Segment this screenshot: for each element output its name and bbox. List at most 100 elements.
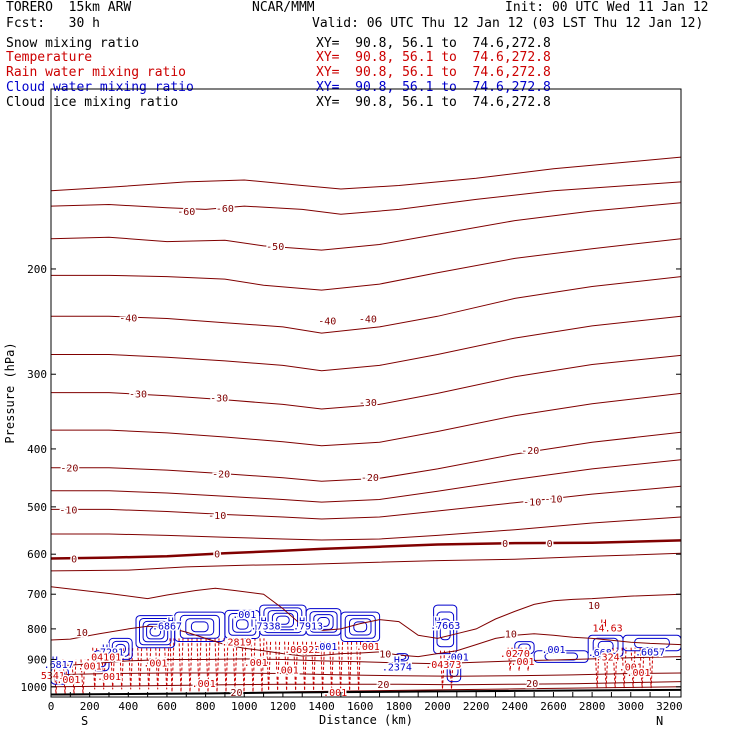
annotation-label: H: [394, 656, 400, 667]
center-name: NCAR/MMM: [252, 0, 315, 15]
valid-time: Valid: 06 UTC Thu 12 Jan 12 (03 LST Thu …: [312, 16, 704, 31]
isotherm-3: [51, 238, 681, 291]
field-xy-temperature: XY= 90.8, 56.1 to 74.6,272.8: [316, 50, 551, 65]
annotation-label: -20: [521, 446, 539, 457]
init-time: Init: 00 UTC Wed 11 Jan 12: [505, 0, 709, 15]
x-tick-label: 600: [157, 700, 177, 713]
y-tick-label: 200: [27, 263, 47, 276]
annotation-label: .6817: [44, 660, 74, 671]
plot-frame: [50, 88, 682, 698]
field-xy-cloud-water: XY= 90.8, 56.1 to 74.6,272.8: [316, 80, 551, 95]
isotherm-1: [51, 181, 681, 215]
right-endpoint-label: N: [656, 714, 663, 728]
cloud-region-2: [108, 637, 133, 660]
field-name-cloud-ice: Cloud ice mixing ratio: [6, 95, 179, 110]
annotation-label: .7291: [94, 647, 124, 658]
annotation-label: H: [434, 617, 440, 628]
x-tick-label: 1800: [386, 700, 413, 713]
isotherm-14: [51, 586, 681, 639]
y-tick-label: 1000: [21, 681, 48, 694]
annotation-label: 10: [588, 601, 600, 612]
field-name-rain: Rain water mixing ratio: [6, 65, 187, 80]
annotation-label: .001: [97, 672, 121, 683]
forecast-hour: Fcst: 30 h: [6, 16, 100, 31]
field-name-snow: Snow mixing ratio: [6, 36, 140, 51]
isotherm-5: [51, 315, 681, 372]
field-name-temperature: Temperature: [6, 50, 93, 65]
field-xy-snow: XY= 90.8, 56.1 to 74.6,272.8: [316, 36, 551, 51]
annotation-label: .001: [232, 610, 256, 621]
annotation-label: H: [102, 644, 108, 655]
isotherm-7: [51, 392, 681, 447]
cloud-water-contours: [51, 604, 681, 685]
annotation-label: .324: [596, 653, 620, 664]
x-tick-label: 400: [118, 700, 138, 713]
isotherm-13: [51, 552, 681, 572]
isotherm-16: [51, 656, 681, 668]
annotation-label: .001: [626, 668, 650, 679]
isotherm-12: [51, 539, 681, 560]
model-name: TORERO 15km ARW: [6, 0, 132, 15]
annotation-label: .001: [275, 665, 299, 676]
annotation-label: -50: [266, 242, 284, 253]
annotation-label: -40: [359, 315, 377, 326]
temperature-contours: [51, 156, 681, 696]
isotherm-8: [51, 431, 681, 482]
x-tick-label: 2200: [463, 700, 490, 713]
y-tick-label: 900: [27, 653, 47, 666]
annotation-label: -10: [59, 505, 77, 516]
annotation-label: .668: [588, 648, 612, 659]
annotation-label: .001: [445, 653, 469, 664]
annotation-label: .001: [244, 658, 268, 669]
annotation-label: -60: [216, 204, 234, 215]
annotation-label: -20: [361, 473, 379, 484]
annotation-label: 5341: [41, 671, 65, 682]
x-tick-label: 2800: [579, 700, 606, 713]
cloud-region-4: [174, 611, 226, 642]
y-tick-label: 800: [27, 623, 47, 636]
x-tick-label: 3200: [656, 700, 683, 713]
annotation-label: 0: [502, 539, 508, 550]
annotation-label: 10: [379, 650, 391, 661]
x-tick-label: 1000: [231, 700, 258, 713]
annotation-label: -20: [212, 470, 230, 481]
annotation-label: .04101: [85, 653, 121, 664]
annotation-label: .001: [78, 662, 102, 673]
annotation-label: -10: [544, 494, 562, 505]
annotation-label: -30: [129, 389, 147, 400]
annotation-label: .7913: [293, 622, 323, 633]
x-tick-label: 1200: [270, 700, 297, 713]
cloud-region-10: [433, 604, 458, 655]
annotation-label: 20: [526, 679, 538, 690]
annotation-label: H: [52, 656, 58, 667]
annotation-label: -40: [119, 313, 137, 324]
annotation-label: 0: [547, 539, 553, 550]
annotation-label: 10: [505, 630, 517, 641]
annotation-label: .06922: [284, 645, 320, 656]
annotation-label: H: [261, 617, 267, 628]
isotherm-6: [51, 354, 681, 410]
x-axis: 0 200 400 600 800 1000 1200 1400 1600 1800 2000 220…: [48, 692, 683, 713]
y-axis-title: Pressure (hPa): [3, 342, 17, 443]
annotation-label: .2374: [382, 663, 412, 674]
rain-region-1: [92, 647, 170, 690]
annotation-label: .6057: [635, 647, 665, 658]
isotherm-18: [51, 681, 681, 688]
isotherm-15: [51, 625, 681, 658]
isotherm-9: [51, 459, 681, 503]
annotation-label: .04373: [425, 660, 461, 671]
field-xy-rain: XY= 90.8, 56.1 to 74.6,272.8: [316, 65, 551, 80]
x-axis-title: Distance (km): [319, 713, 413, 727]
y-tick-label: 600: [27, 548, 47, 561]
x-tick-label: 0: [48, 700, 55, 713]
annotation-label: .7663: [430, 621, 460, 632]
isotherm-10: [51, 485, 681, 520]
annotation-label: 0: [214, 549, 220, 560]
cloud-region-15: [622, 634, 681, 652]
annotation-label: .001: [143, 658, 167, 669]
isotherm-17: [51, 672, 681, 677]
annotation-label: 0: [71, 555, 77, 566]
